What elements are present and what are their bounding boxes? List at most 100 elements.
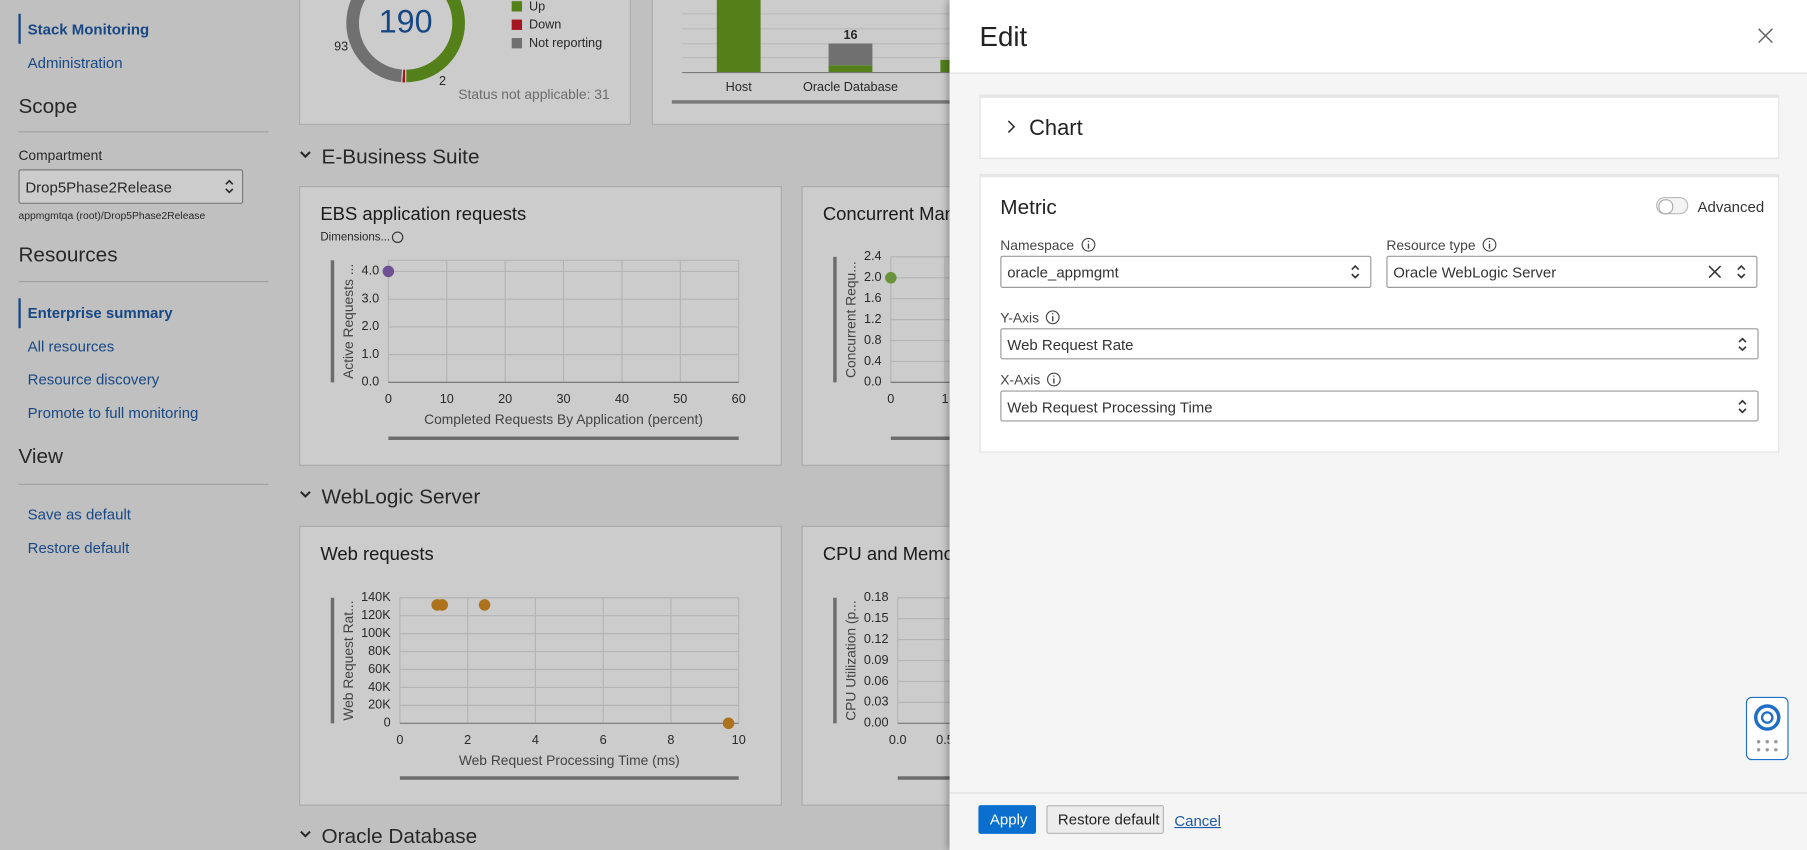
y-tick-label: 2.0 (362, 319, 380, 333)
y-axis-select[interactable]: Web Request Rate (1000, 328, 1759, 360)
x-tick-label: 0 (396, 733, 403, 747)
section-title[interactable]: E-Business Suite (321, 145, 480, 169)
select-arrows (1738, 399, 1747, 414)
compartment-select[interactable]: Drop5Phase2Release (18, 169, 244, 204)
chart-card (299, 186, 782, 466)
panel-footer: Apply Restore default Cancel (949, 792, 1807, 850)
x-tick-label: 6 (600, 733, 607, 747)
select-arrows (1351, 264, 1360, 279)
legend-label: Down (529, 18, 561, 32)
legend-swatch (511, 38, 523, 49)
y-axis-label: CPU Utilization (p... (842, 600, 858, 720)
caret (300, 830, 311, 838)
help-widget[interactable] (1745, 696, 1789, 761)
data-point (722, 717, 735, 730)
select-arrows (1737, 264, 1746, 279)
info-icon[interactable] (1482, 237, 1497, 252)
y-axis-bar (330, 597, 335, 724)
chart-title: Web requests (320, 543, 433, 564)
expand-chevron (1007, 120, 1016, 134)
x-tick-label: 0.5 (936, 733, 954, 747)
restore-button[interactable]: Restore default (1046, 805, 1164, 834)
x-tick-label: 10 (440, 392, 454, 406)
modal-overlay[interactable] (0, 0, 950, 850)
y-tick-label: 1.0 (362, 347, 380, 361)
y-tick-label: 1.2 (864, 312, 882, 326)
toggle-knob (1658, 199, 1674, 215)
y-axis-label: Web Request Rat... (340, 600, 356, 720)
info-icon (391, 231, 404, 244)
y-tick-label: 0 (384, 716, 391, 730)
y-tick-label: 0.4 (864, 354, 882, 368)
select-value: oracle_appmgmt (1007, 263, 1119, 282)
clear-button[interactable] (1708, 265, 1722, 279)
y-axis-label: Concurrent Requ... (842, 261, 858, 378)
y-tick-label: 0.03 (864, 695, 889, 709)
y-tick-label: 120K (361, 608, 391, 622)
chart-section[interactable]: Chart (979, 94, 1780, 159)
section-title[interactable]: Oracle Database (321, 824, 478, 848)
info-icon[interactable] (1046, 372, 1061, 387)
nav-link[interactable]: Save as default (27, 505, 131, 523)
chart-title: EBS application requests (320, 203, 526, 224)
data-label: 2 (439, 74, 446, 88)
donut-total: 190 (379, 4, 433, 40)
section-heading: View (18, 444, 64, 468)
legend-label: Not reporting (529, 36, 602, 50)
scrollbar (388, 436, 739, 440)
section-title[interactable]: WebLogic Server (321, 484, 481, 508)
x-tick-label: 1 (941, 392, 948, 406)
nav-link[interactable]: Administration (27, 54, 123, 72)
nav-link[interactable]: Enterprise summary (27, 304, 173, 322)
help-icon (1753, 704, 1781, 752)
nav-link[interactable]: Stack Monitoring (27, 20, 150, 39)
legend-label: Up (529, 0, 545, 13)
data-point (478, 599, 491, 611)
section-title: Metric (1000, 195, 1057, 219)
y-tick-label: 40K (368, 680, 391, 694)
data-label: 16 (843, 28, 857, 42)
nav-link[interactable]: Promote to full monitoring (27, 404, 199, 422)
nav-link[interactable]: Restore default (27, 539, 130, 557)
x-tick-label: 30 (556, 392, 570, 406)
compartment-path: appmgmtqa (root)/Drop5Phase2Release (18, 209, 206, 222)
y-tick-label: 80K (368, 644, 391, 658)
panel-title: Edit (979, 21, 1028, 53)
cancel-link[interactable]: Cancel (1174, 811, 1221, 830)
field-label: X-Axis (1000, 372, 1041, 389)
chart-title: Concurrent Man (823, 203, 955, 224)
active-indicator (18, 13, 21, 44)
namespace-select[interactable]: oracle_appmgmt (1000, 255, 1372, 288)
apply-button[interactable]: Apply (978, 805, 1037, 834)
nav-link[interactable]: Resource discovery (27, 370, 160, 389)
data-point (885, 272, 897, 284)
info-icon[interactable] (1045, 310, 1060, 325)
y-tick-label: 0.00 (864, 716, 889, 730)
y-tick-label: 0.06 (864, 674, 889, 688)
legend-swatch (511, 19, 523, 30)
y-tick-label: 3.0 (362, 291, 380, 305)
y-tick-label: 0.09 (864, 653, 889, 667)
x-axis-select[interactable]: Web Request Processing Time (1000, 390, 1759, 422)
resource-type-select[interactable]: Oracle WebLogic Server (1386, 255, 1758, 288)
info-icon[interactable] (1081, 237, 1096, 252)
select-value: Oracle WebLogic Server (1393, 263, 1557, 282)
button-label: Restore default (1057, 810, 1160, 829)
status-note: Status not applicable: 31 (458, 86, 609, 102)
field-label: Y-Axis (1000, 309, 1039, 326)
metric-section: Metric Advanced Namespace oracle_appmgmt… (979, 173, 1780, 453)
toggle[interactable] (1656, 196, 1689, 215)
chart-title: CPU and Memo (823, 543, 954, 564)
y-tick-label: 20K (368, 698, 391, 712)
divider (18, 281, 269, 283)
y-axis-bar (833, 256, 837, 383)
close-button[interactable] (1757, 28, 1773, 44)
toggle-label: Advanced (1697, 198, 1765, 216)
nav-link[interactable]: All resources (27, 337, 115, 355)
x-axis-label: Web Request Processing Time (ms) (459, 752, 680, 768)
y-axis-label: Active Requests ... (340, 264, 356, 379)
x-tick-label: 2 (464, 733, 471, 747)
y-tick-label: 0.15 (864, 611, 889, 625)
x-tick-label: Oracle Database (803, 80, 898, 94)
